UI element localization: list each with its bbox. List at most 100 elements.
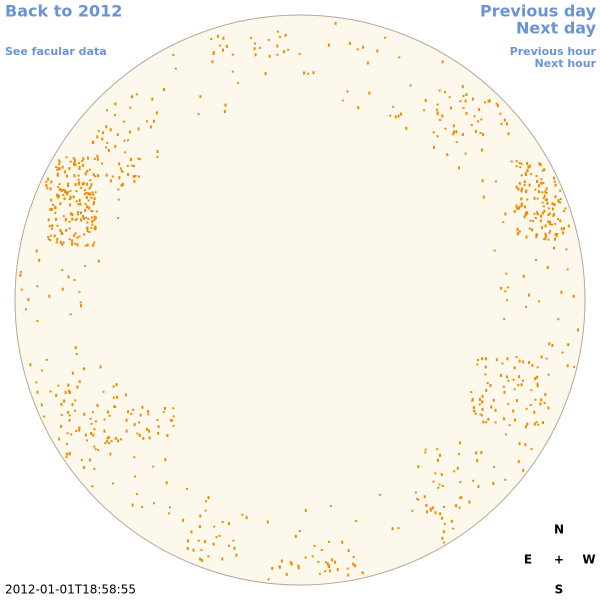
facula [433,146,435,149]
facula [526,422,529,426]
facula [135,493,138,495]
facula [64,191,67,193]
facula [72,195,75,199]
facula [475,129,477,133]
facula [549,223,551,226]
facula [75,353,78,355]
facula [138,175,140,178]
facula [441,485,444,487]
facula [88,168,91,171]
facula [205,500,208,503]
facula [528,183,531,187]
facula [132,165,135,168]
facula [197,113,200,116]
facula [114,436,117,440]
facula [130,158,132,161]
facula [222,36,225,40]
facula [61,269,64,272]
facula [89,186,92,188]
next-hour-link[interactable]: Next hour [535,57,597,70]
facula [80,219,83,222]
facula [567,343,570,347]
facula [215,536,218,539]
facula [518,375,520,379]
facula [328,540,330,543]
facula [87,199,90,202]
facula [109,179,112,183]
previous-hour-link[interactable]: Previous hour [510,45,597,58]
facula [68,238,71,241]
facula [494,408,497,412]
next-day-link[interactable]: Next day [516,19,597,38]
facula [86,205,89,209]
facula [534,188,537,191]
facula [93,197,96,201]
facula [503,118,506,122]
facula [494,421,497,424]
previous-day-link[interactable]: Previous day [480,2,597,21]
facula [548,342,551,346]
facula [526,162,529,166]
facula [549,220,552,224]
facular-link[interactable]: See facular data [5,45,107,58]
facula [76,236,79,239]
facula [405,126,408,130]
facula [562,227,565,231]
facula [525,407,528,410]
facula [489,384,492,387]
facula [507,402,510,405]
facula [73,174,76,178]
facula [522,379,524,382]
facula [94,448,97,451]
facula [101,137,104,141]
facula [537,300,540,303]
facula [94,175,97,178]
facula [50,180,53,184]
facula [565,248,568,251]
facula [496,104,499,108]
facula [538,162,541,166]
facula [58,167,61,171]
facula [462,106,465,109]
facula [35,249,38,253]
facula [524,205,526,209]
facula [397,527,400,530]
facula [67,182,69,186]
facula [465,93,468,97]
facula [90,209,93,212]
facula [84,208,87,212]
facula [88,206,91,210]
facula [55,393,58,397]
facula [304,556,307,559]
facula [172,424,175,427]
facula [531,228,533,232]
facula [525,425,527,429]
facula [547,238,550,241]
facula [536,382,539,386]
facula [75,190,78,193]
facula [289,561,292,564]
facula [535,421,538,424]
facula [470,124,473,127]
facula [492,398,495,402]
facula [376,49,379,53]
facula [82,157,85,161]
back-link[interactable]: Back to 2012 [5,2,122,21]
facula [515,185,518,189]
facula [438,483,441,486]
facula [68,198,71,201]
facula [164,458,167,462]
facula [551,202,554,206]
facula [537,184,540,188]
facula [352,562,355,566]
facula [462,95,465,97]
facula [278,565,281,569]
facula [500,122,503,125]
facula [78,162,80,165]
facula [442,530,445,534]
facula [78,426,81,430]
facula [108,442,111,445]
facula [545,187,548,191]
facula [55,217,57,221]
facula [90,226,93,229]
